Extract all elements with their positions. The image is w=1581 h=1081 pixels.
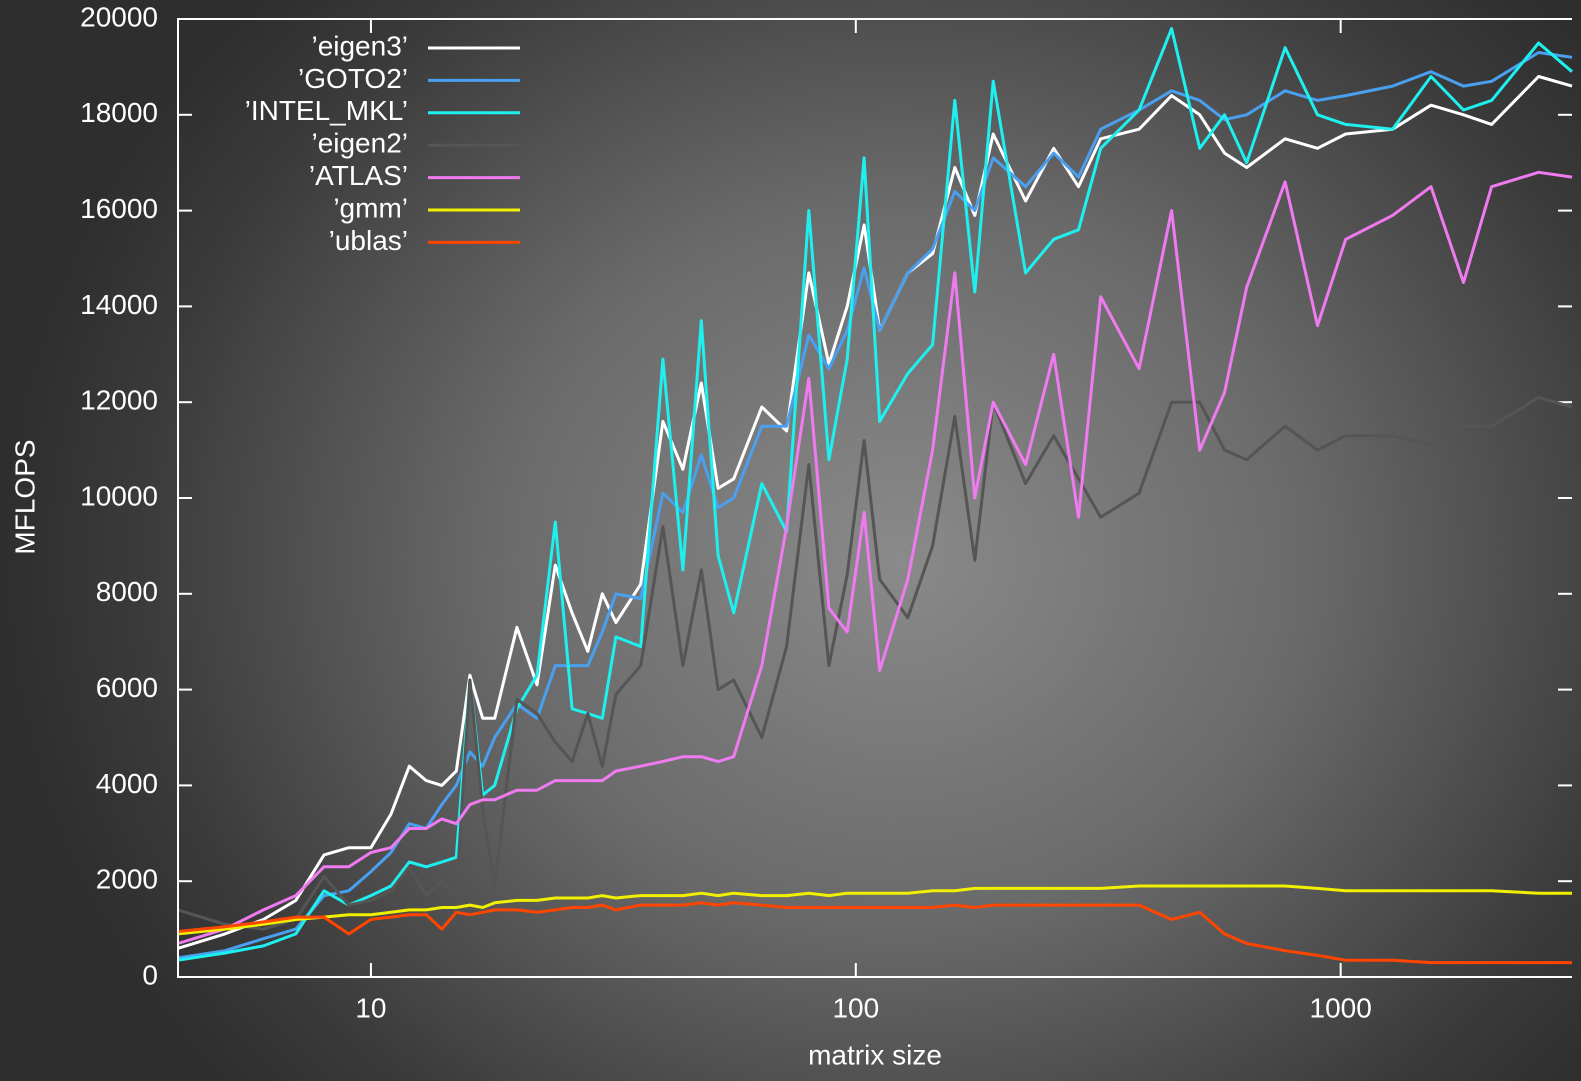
legend-label: ’GOTO2’ — [298, 63, 408, 94]
y-tick-label: 0 — [142, 959, 158, 990]
y-tick-label: 14000 — [80, 289, 158, 320]
series-line — [177, 51, 1573, 960]
series-line — [177, 75, 1573, 950]
y-tick-label: 20000 — [80, 1, 158, 32]
y-tick-label: 12000 — [80, 385, 158, 416]
legend-label: ’ublas’ — [329, 225, 408, 256]
x-tick-label: 1000 — [1310, 992, 1372, 1023]
x-tick-label: 10 — [355, 992, 386, 1023]
legend-label: ’eigen3’ — [311, 30, 408, 61]
series-line — [177, 901, 1572, 965]
y-tick-label: 4000 — [96, 768, 158, 799]
series-line — [177, 884, 1572, 936]
series-line — [177, 170, 1573, 945]
legend-label: ’INTEL_MKL’ — [245, 95, 408, 126]
plot-border — [177, 18, 1572, 978]
y-tick-label: 6000 — [96, 672, 158, 703]
legend-label: ’ATLAS’ — [309, 160, 408, 191]
y-tick-label: 2000 — [96, 864, 158, 895]
x-axis-label: matrix size — [808, 1039, 942, 1070]
y-tick-label: 18000 — [80, 97, 158, 128]
series-line — [177, 27, 1573, 962]
y-tick-label: 16000 — [80, 193, 158, 224]
y-axis-label: MFLOPS — [9, 439, 40, 554]
legend-label: ’eigen2’ — [311, 128, 408, 159]
x-tick-label: 100 — [832, 992, 879, 1023]
y-tick-label: 10000 — [80, 480, 158, 511]
series-line — [177, 395, 1573, 931]
legend-label: ’gmm’ — [333, 192, 408, 223]
y-tick-label: 8000 — [96, 576, 158, 607]
